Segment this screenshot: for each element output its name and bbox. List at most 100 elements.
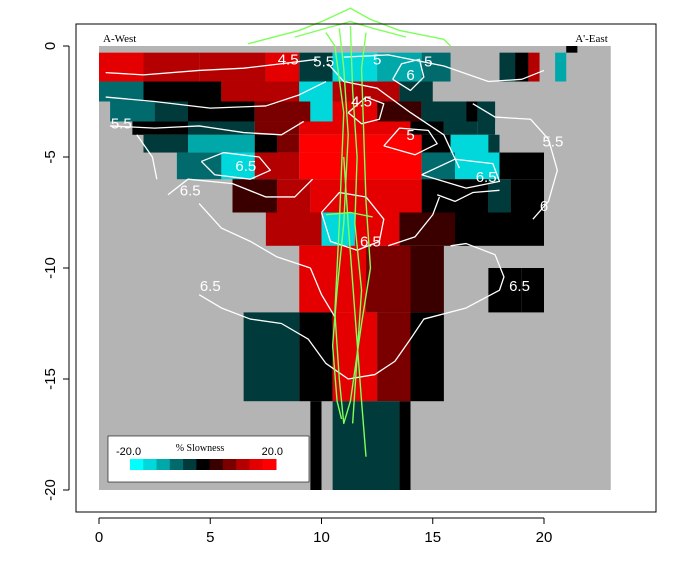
x-axis: 0 5 10 15 20: [95, 517, 552, 546]
slowness-cell: [477, 101, 496, 135]
corner-label-east: A'-East: [575, 33, 608, 45]
legend-max-label: 20.0: [262, 446, 283, 458]
slowness-cell: [299, 81, 333, 102]
contour-label: 5: [424, 54, 432, 71]
slowness-cell: [421, 152, 455, 180]
slowness-cell: [366, 401, 400, 490]
plot-area: 4.5 5.5 5 564.55.55 5.56.56.56.566.56.5 6.5: [99, 7, 611, 490]
slowness-cell: [110, 101, 155, 122]
legend-swatch: [249, 459, 264, 470]
slowness-cell: [399, 81, 433, 102]
contour-label: 6: [406, 67, 414, 84]
contour-line: [309, 267, 336, 318]
y-tick-label: -15: [42, 368, 59, 390]
slowness-cell: [254, 101, 311, 122]
x-tick-label: 15: [424, 529, 441, 546]
contour-label: 6.5: [360, 233, 381, 250]
legend-color-ramp: [130, 459, 277, 470]
slowness-cell: [410, 245, 444, 313]
y-tick-label: -10: [42, 257, 59, 279]
slowness-cell: [450, 134, 489, 153]
contour-label: 5.5: [111, 116, 132, 133]
slowness-cell: [188, 134, 255, 153]
slowness-cell: [143, 52, 200, 82]
contour-label: 5: [406, 127, 414, 144]
contour-line: [198, 203, 311, 269]
y-axis: 0 -5 -10 -15 -20: [42, 42, 70, 501]
contour-label: 6: [540, 198, 548, 215]
legend-swatch: [209, 459, 224, 470]
contour-line: [327, 63, 461, 169]
slowness-cell: [354, 212, 400, 246]
contour-line: [392, 58, 425, 92]
slowness-cell: [366, 245, 411, 313]
slowness-cell: [410, 312, 444, 402]
contour-line: [136, 134, 158, 180]
slowness-cell: [377, 101, 422, 122]
outline-path: [325, 211, 373, 218]
legend-swatch: [236, 459, 250, 470]
green-outline: [247, 7, 452, 457]
corner-label-west: A-West: [103, 33, 136, 45]
slowness-legend: -20.0 % Slowness 20.0: [107, 435, 310, 483]
slowness-cell: [332, 401, 366, 490]
slowness-cell: [488, 179, 511, 213]
slowness-cell: [243, 312, 300, 402]
legend-swatch: [130, 459, 144, 470]
outline-path: [343, 156, 367, 457]
slowness-cell: [277, 134, 300, 153]
slowness-cell: [515, 52, 529, 82]
slowness-cell: [265, 52, 300, 82]
contour-label: 5.5: [313, 54, 334, 71]
contour-line: [383, 127, 438, 156]
slowness-cell: [254, 152, 300, 180]
contour-lines: [105, 54, 558, 380]
contour-line: [343, 54, 545, 83]
slowness-cell: [310, 401, 322, 490]
slowness-cell: [443, 121, 478, 135]
y-tick-label: -5: [42, 150, 59, 163]
contour-label: 6.5: [476, 169, 497, 186]
slowness-cell: [399, 212, 455, 246]
contour-line: [436, 189, 500, 203]
slowness-cell: [421, 101, 467, 122]
slowness-cell: [488, 268, 522, 313]
contour-label: 6.5: [235, 158, 256, 175]
x-tick-label: 0: [95, 529, 103, 546]
slowness-cell: [521, 268, 544, 313]
slowness-cell: [143, 134, 188, 153]
legend-swatch: [196, 459, 211, 470]
slowness-cell: [566, 46, 578, 53]
slowness-cell: [499, 152, 544, 180]
legend-swatch: [183, 459, 197, 470]
slowness-cell: [299, 52, 333, 82]
x-tick-label: 5: [206, 529, 214, 546]
contour-line: [200, 151, 271, 180]
outline-path: [247, 7, 452, 47]
contour-label: 6.5: [200, 278, 221, 295]
slowness-cell: [310, 101, 333, 122]
slowness-cell: [499, 52, 516, 82]
slowness-cell: [143, 81, 222, 102]
plot-frame: [75, 23, 657, 513]
slowness-cell: [299, 312, 333, 402]
legend-swatch: [222, 459, 237, 470]
slowness-cell: [377, 312, 411, 402]
legend-swatch: [169, 459, 184, 470]
slowness-cell: [299, 152, 422, 180]
outline-path: [325, 32, 372, 425]
slowness-cell: [154, 101, 188, 122]
contour-line: [105, 80, 327, 109]
slowness-cell: [399, 401, 411, 490]
slowness-cell: [299, 134, 422, 153]
slowness-cell: [277, 179, 311, 213]
contour-label: 5.5: [542, 133, 563, 150]
slowness-cell: [99, 52, 144, 82]
legend-swatch: [156, 459, 171, 470]
slowness-cell: [99, 81, 144, 102]
contour-line: [421, 158, 501, 189]
contour-line: [167, 178, 314, 198]
slowness-cell: [455, 212, 544, 246]
contour-label: 4.5: [351, 94, 372, 111]
